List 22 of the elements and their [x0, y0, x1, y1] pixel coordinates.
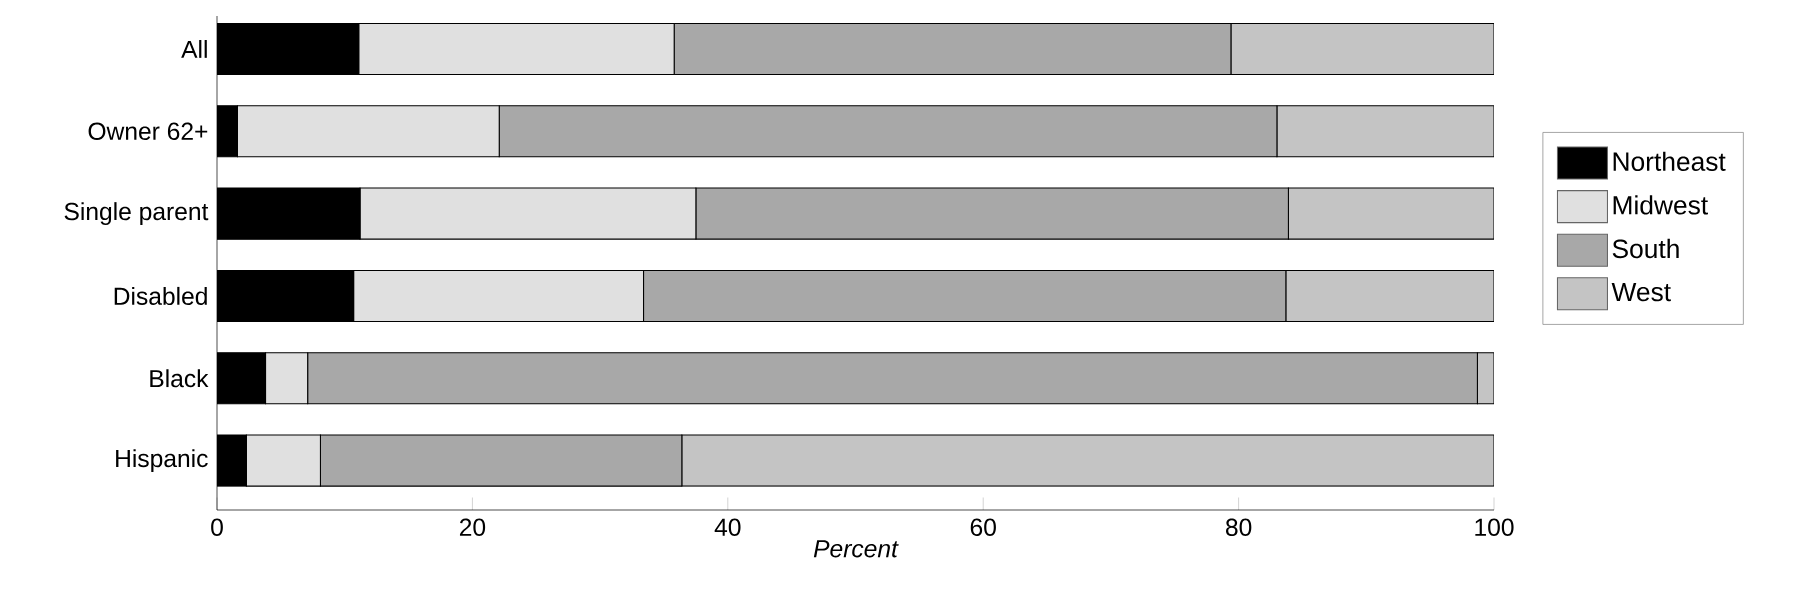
y-tick-label: All [181, 40, 207, 58]
legend-label: South [1612, 238, 1679, 259]
y-tick-label: Hispanic [116, 449, 208, 473]
x-tick-label: 40 [714, 518, 741, 536]
x-tick-label: 80 [1226, 518, 1252, 536]
x-axis-title: Percent [813, 540, 899, 558]
bar [1276, 105, 1495, 158]
x-tick-label: 20 [459, 518, 486, 536]
y-tick-label: Single parent [64, 202, 209, 226]
bar [1230, 22, 1495, 75]
x-tick-label: 100 [1475, 518, 1514, 536]
x-tick-label: 0 [211, 518, 223, 536]
bar [681, 434, 1495, 487]
legend-label: Northeast [1613, 151, 1726, 171]
bar [1285, 269, 1495, 322]
legend-label: West [1611, 282, 1671, 302]
y-tick-label: Owner 62+ [88, 122, 208, 140]
y-tick-label: Disabled [114, 286, 207, 305]
y-tick-label: Black [150, 369, 209, 388]
x-tick-label: 60 [970, 518, 996, 536]
bar [1287, 187, 1495, 240]
legend-label: Midwest [1613, 195, 1708, 215]
